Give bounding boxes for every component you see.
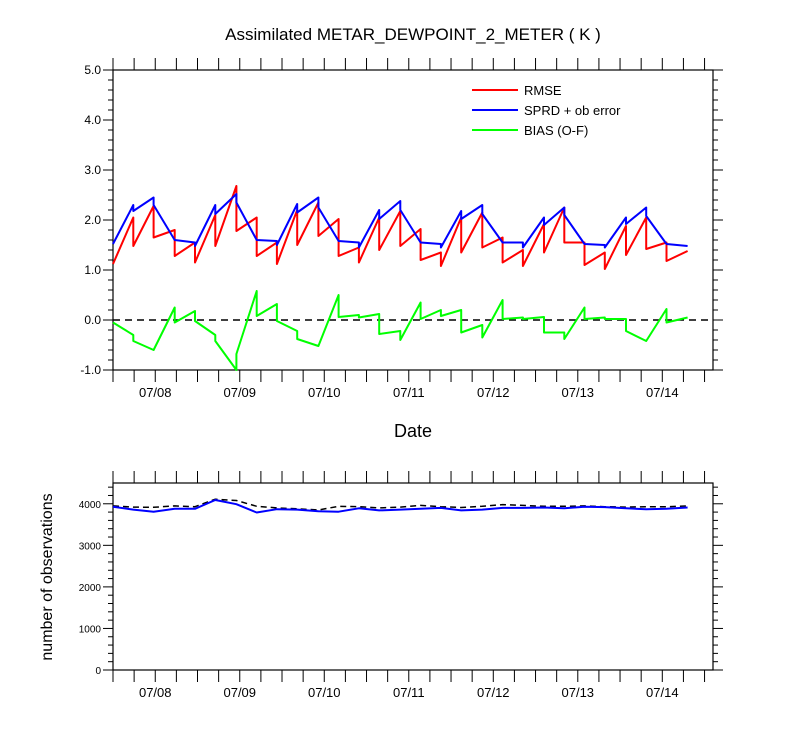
x-tick-label: 07/10 — [308, 685, 341, 700]
y-tick-label: 2.0 — [84, 213, 101, 227]
y-tick-label: 2000 — [79, 583, 102, 594]
series-line-rmse — [112, 185, 689, 270]
series-line-1 — [112, 499, 688, 514]
x-tick-label: 07/11 — [393, 385, 425, 400]
y-axis-label: number of observations — [39, 493, 56, 660]
y-tick-label: -1.0 — [80, 363, 101, 377]
y-tick-label: 3000 — [79, 541, 102, 552]
plot-frame — [112, 69, 714, 371]
bias-rmse-chart: -1.0 0.0 1.0 2.0 3.0 4.0 5.0 07/08 07/09 07/10 07/… — [80, 58, 723, 400]
series-line-bias-o-f — [112, 290, 688, 371]
observation-count-chart: 0 1000 2000 3000 4000 07/08 07/09 07/10 07/11 07/… — [79, 471, 723, 700]
y-tick-label: 0 — [95, 666, 101, 677]
x-tick-label: 07/13 — [562, 385, 595, 400]
x-tick-label: 07/13 — [562, 685, 595, 700]
y-tick-label: 1.0 — [84, 263, 101, 277]
chart-title: Assimilated METAR_DEWPOINT_2_METER ( K ) — [225, 25, 601, 44]
y-tick-label: 4000 — [79, 500, 102, 511]
x-tick-label: 07/14 — [646, 685, 679, 700]
x-tick-label: 07/08 — [139, 685, 172, 700]
y-tick-label: 3.0 — [84, 163, 101, 177]
x-tick-label: 07/12 — [477, 385, 510, 400]
x-tick-label: 07/14 — [646, 385, 679, 400]
legend-label: BIAS (O-F) — [524, 123, 588, 138]
legend-label: SPRD + ob error — [524, 103, 621, 118]
y-tick-label: 1000 — [79, 624, 102, 635]
y-tick-label: 0.0 — [84, 313, 101, 327]
series-line-sprd-ob-error — [112, 193, 688, 249]
x-tick-label: 07/11 — [393, 685, 425, 700]
y-tick-label: 5.0 — [84, 63, 101, 77]
x-tick-label: 07/08 — [139, 385, 172, 400]
x-tick-label: 07/09 — [223, 685, 256, 700]
legend-label: RMSE — [524, 83, 562, 98]
series-line-0 — [112, 498, 688, 511]
x-axis-label: Date — [394, 421, 432, 441]
x-tick-label: 07/09 — [223, 385, 256, 400]
plot-frame — [112, 482, 714, 671]
x-tick-label: 07/12 — [477, 685, 510, 700]
y-tick-label: 4.0 — [84, 113, 101, 127]
x-tick-label: 07/10 — [308, 385, 341, 400]
